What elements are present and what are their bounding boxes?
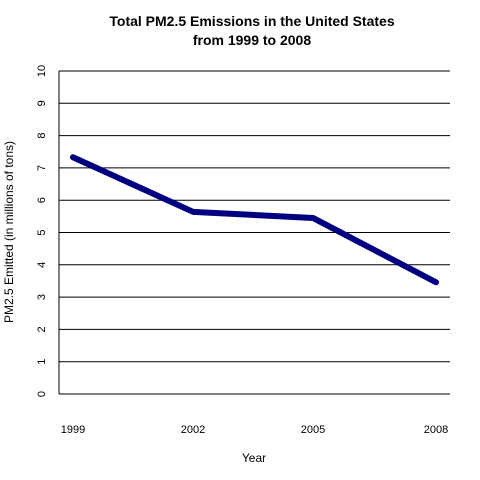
series-layer — [70, 154, 439, 286]
y-tick-label-3: 3 — [36, 294, 48, 300]
y-tick-label-2: 2 — [36, 326, 48, 332]
y-axis-label: PM2.5 Emitted (in millions of tons) — [2, 141, 16, 323]
x-tick-label-2002: 2002 — [181, 424, 205, 436]
y-tick-label-10: 10 — [36, 65, 48, 77]
chart-title-line-1: Total PM2.5 Emissions in the United Stat… — [109, 13, 394, 29]
y-tick-label-9: 9 — [36, 100, 48, 106]
y-tick-labels: 0 1 2 3 4 5 6 7 8 9 10 — [36, 65, 48, 397]
x-tick-label-2005: 2005 — [301, 424, 325, 436]
x-tick-label-1999: 1999 — [61, 424, 85, 436]
y-tick-label-0: 0 — [36, 391, 48, 397]
chart-title-line-2: from 1999 to 2008 — [193, 32, 311, 48]
series-line-0 — [70, 154, 439, 286]
y-tick-label-6: 6 — [36, 197, 48, 203]
y-tick-label-8: 8 — [36, 133, 48, 139]
x-axis-label: Year — [242, 451, 266, 465]
y-tick-label-7: 7 — [36, 165, 48, 171]
y-tick-label-4: 4 — [36, 262, 48, 268]
y-tick-label-5: 5 — [36, 229, 48, 235]
y-tick-label-1: 1 — [36, 359, 48, 365]
x-tick-labels: 1999 2002 2005 2008 — [61, 424, 448, 436]
gridlines — [58, 70, 450, 395]
x-tick-label-2008: 2008 — [424, 424, 448, 436]
